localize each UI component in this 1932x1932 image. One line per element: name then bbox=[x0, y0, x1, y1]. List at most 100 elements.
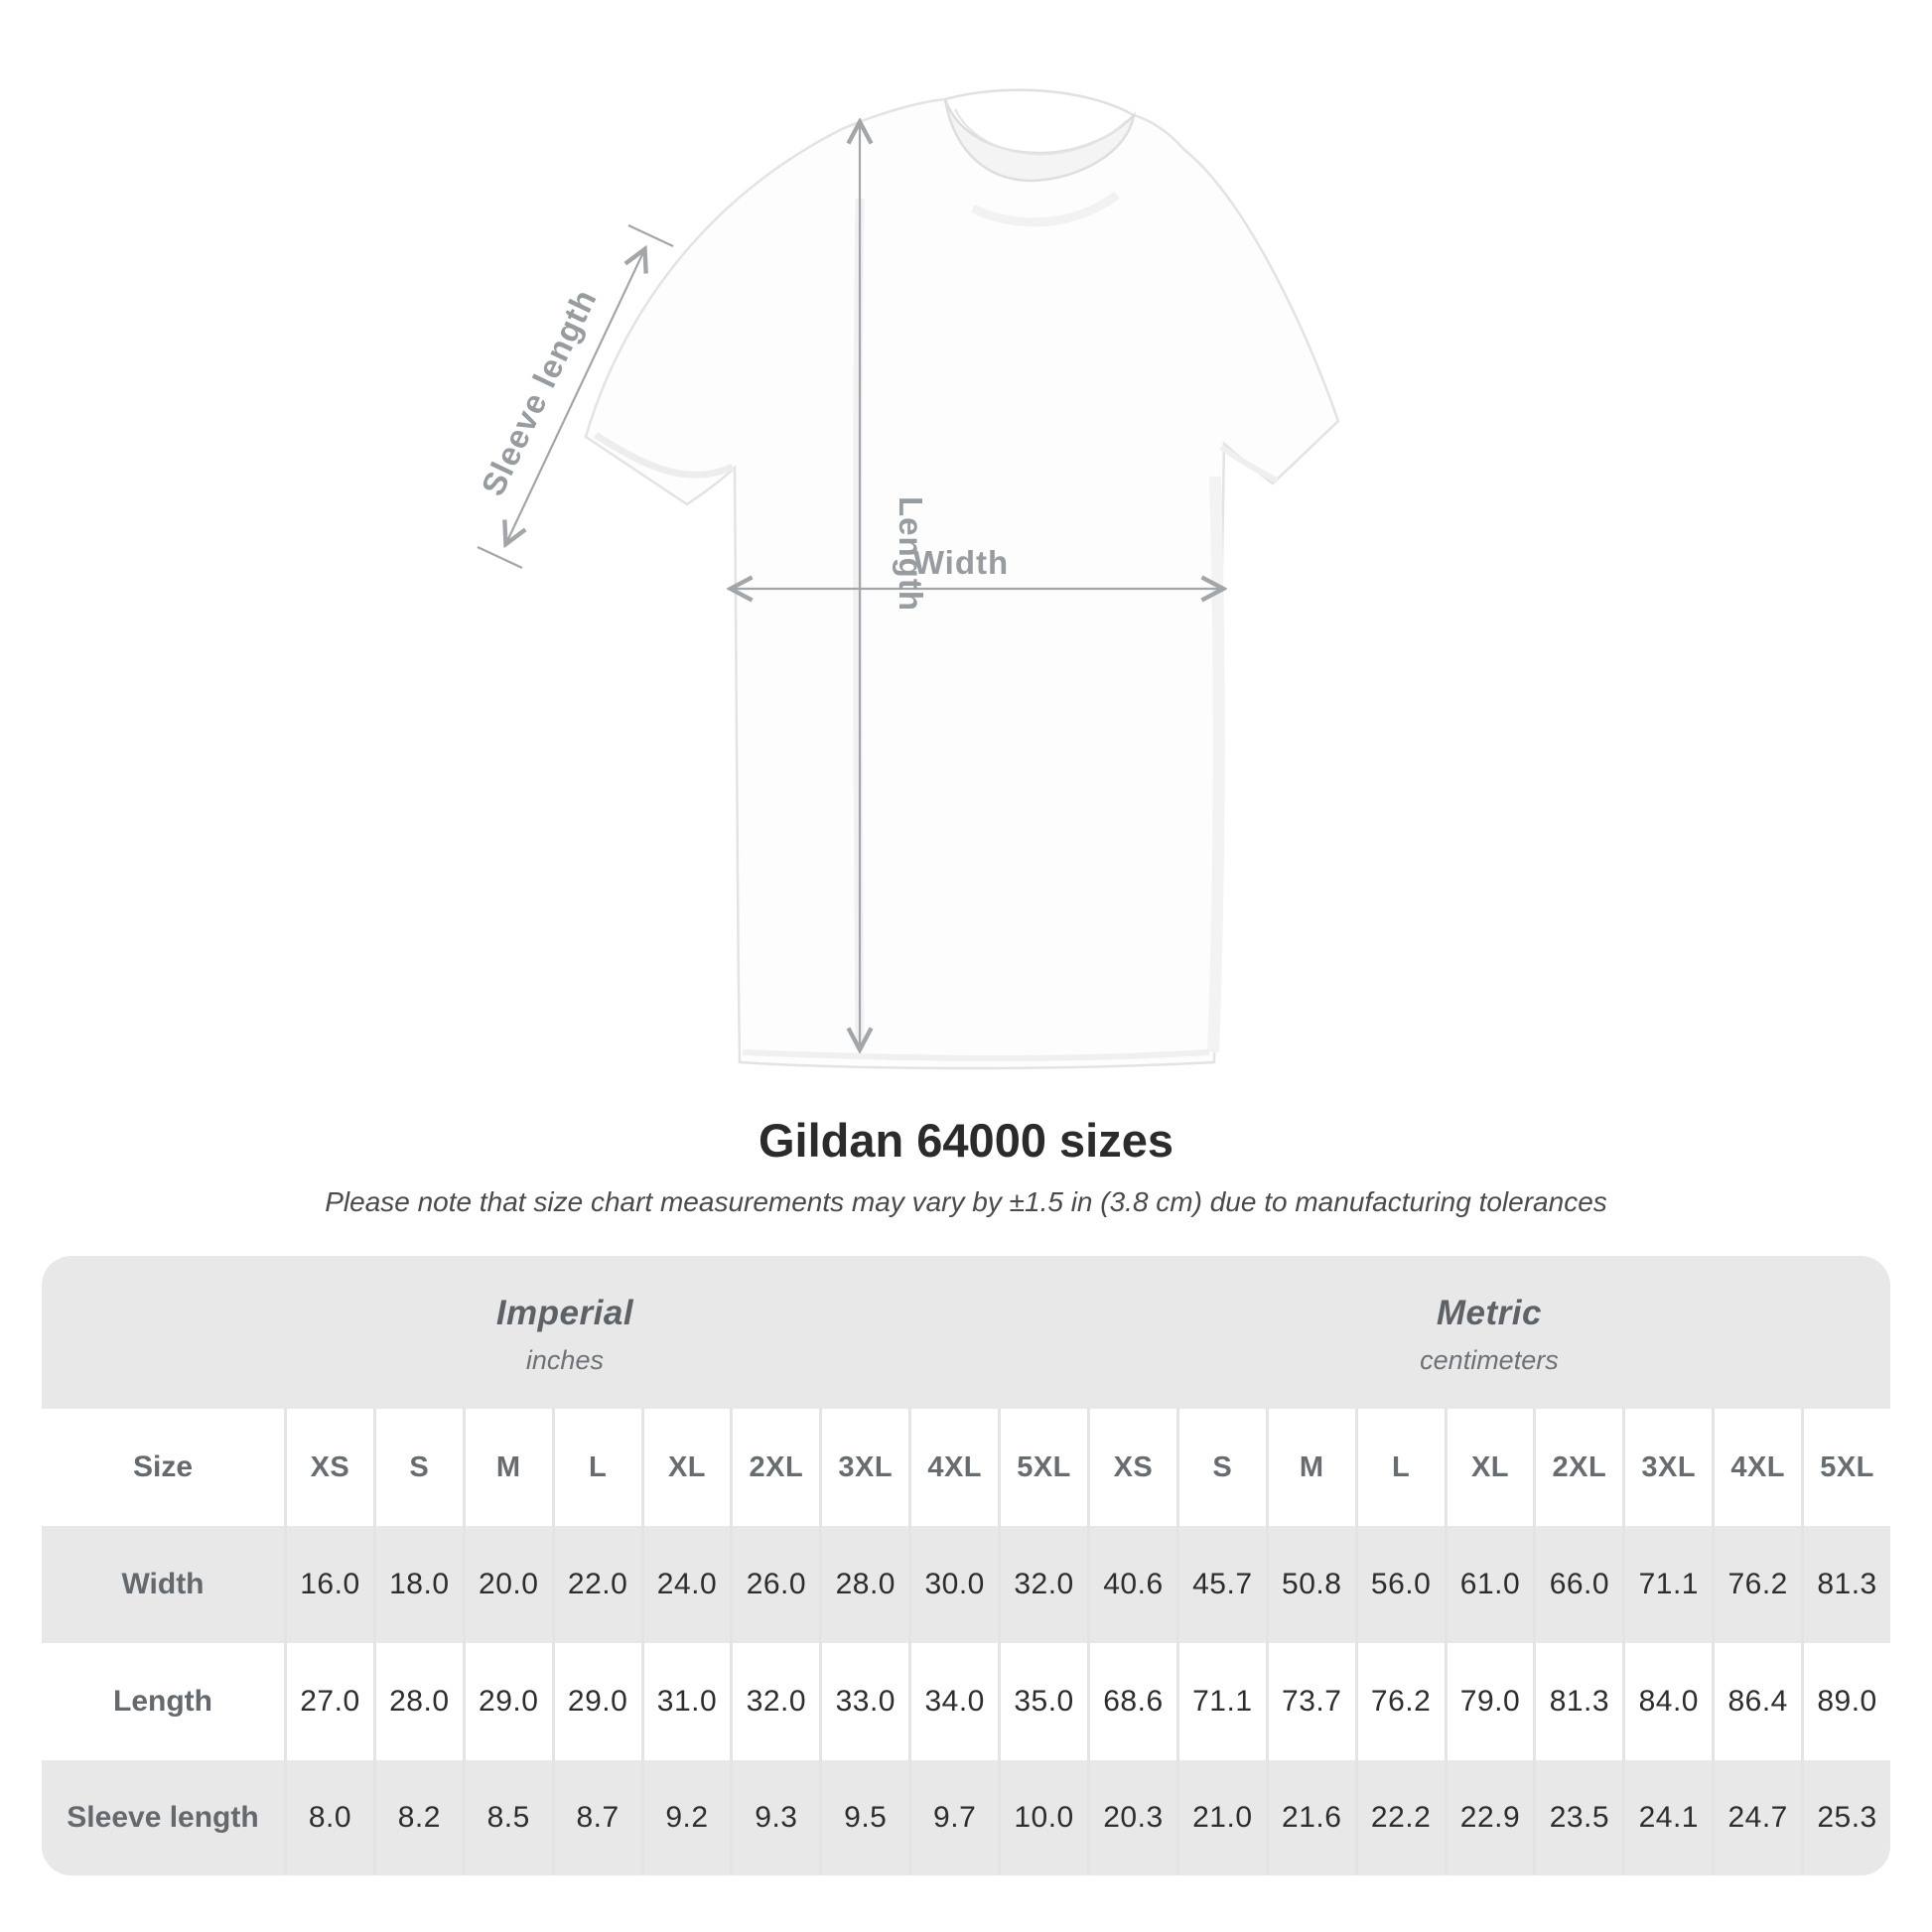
value-cell: 81.3 bbox=[1536, 1643, 1623, 1760]
value-cell: 71.1 bbox=[1178, 1643, 1266, 1760]
value-cell: 32.0 bbox=[733, 1643, 820, 1760]
collar-ribbing-line bbox=[954, 108, 1127, 156]
value-cell: 35.0 bbox=[1001, 1643, 1087, 1760]
value-cell: 18.0 bbox=[375, 1526, 463, 1643]
row-label: Sleeve length bbox=[42, 1760, 284, 1875]
value-cell: 28.0 bbox=[375, 1643, 463, 1760]
value-cell: 61.0 bbox=[1447, 1526, 1534, 1643]
value-cell: 9.5 bbox=[822, 1760, 909, 1875]
value-cell: 76.2 bbox=[1715, 1526, 1802, 1643]
size-col-header-metric-2xl: 2XL bbox=[1536, 1409, 1623, 1526]
value-cell: 22.0 bbox=[554, 1526, 641, 1643]
value-cell: 8.0 bbox=[287, 1760, 373, 1875]
right-cuff-shadow bbox=[1219, 444, 1279, 483]
value-cell: 10.0 bbox=[1001, 1760, 1087, 1875]
row-label: Length bbox=[42, 1643, 284, 1760]
size-col-header-metric-3xl: 3XL bbox=[1625, 1409, 1713, 1526]
sleeve-arrow-bottom-tick bbox=[477, 546, 523, 569]
width-label: Width bbox=[913, 544, 1009, 581]
value-cell: 33.0 bbox=[822, 1643, 909, 1760]
value-cell: 29.0 bbox=[554, 1643, 641, 1760]
value-cell: 45.7 bbox=[1178, 1526, 1266, 1643]
size-col-header-metric-xs: XS bbox=[1089, 1409, 1176, 1526]
value-cell: 21.0 bbox=[1178, 1760, 1266, 1875]
value-cell: 22.2 bbox=[1357, 1760, 1445, 1875]
value-cell: 21.6 bbox=[1268, 1760, 1355, 1875]
size-table: Imperial inches Metric centimeters Size X… bbox=[42, 1256, 1890, 1875]
sleeve-length-label: Sleeve length bbox=[474, 283, 604, 501]
metric-header: Metric centimeters bbox=[1088, 1256, 1890, 1409]
value-cell: 8.7 bbox=[554, 1760, 641, 1875]
sleeve-length-arrow bbox=[506, 250, 644, 543]
value-cell: 76.2 bbox=[1357, 1643, 1445, 1760]
value-cell: 9.3 bbox=[733, 1760, 820, 1875]
page-subtitle: Please note that size chart measurements… bbox=[325, 1186, 1607, 1217]
right-side-shadow bbox=[1207, 476, 1225, 1053]
size-col-header-metric-4xl: 4XL bbox=[1715, 1409, 1802, 1526]
size-col-header-metric-m: M bbox=[1268, 1409, 1355, 1526]
imperial-header: Imperial inches bbox=[42, 1256, 1088, 1409]
size-col-header-metric-xl: XL bbox=[1447, 1409, 1534, 1526]
value-cell: 24.7 bbox=[1715, 1760, 1802, 1875]
value-cell: 20.0 bbox=[465, 1526, 552, 1643]
value-cell: 84.0 bbox=[1625, 1643, 1713, 1760]
value-cell: 79.0 bbox=[1447, 1643, 1534, 1760]
value-cell: 29.0 bbox=[465, 1643, 552, 1760]
value-cell: 9.7 bbox=[911, 1760, 999, 1875]
value-cell: 24.0 bbox=[643, 1526, 731, 1643]
value-cell: 73.7 bbox=[1268, 1643, 1355, 1760]
imperial-header-title: Imperial bbox=[495, 1293, 634, 1332]
value-cell: 66.0 bbox=[1536, 1526, 1623, 1643]
value-cell: 26.0 bbox=[733, 1526, 820, 1643]
value-cell: 71.1 bbox=[1625, 1526, 1713, 1643]
value-cell: 22.9 bbox=[1447, 1760, 1534, 1875]
value-cell: 86.4 bbox=[1715, 1643, 1802, 1760]
value-cell: 32.0 bbox=[1001, 1526, 1087, 1643]
size-table-grid: Size XS S M L XL 2XL 3XL 4XL 5XL XS S M L XL 2XL 3XL 4XL 5… bbox=[42, 1409, 1890, 1875]
value-cell: 8.2 bbox=[375, 1760, 463, 1875]
row-label: Width bbox=[42, 1526, 284, 1643]
value-cell: 50.8 bbox=[1268, 1526, 1355, 1643]
value-cell: 34.0 bbox=[911, 1643, 999, 1760]
value-cell: 8.5 bbox=[465, 1760, 552, 1875]
size-col-header-imperial-m: M bbox=[465, 1409, 552, 1526]
size-col-header-metric-5xl: 5XL bbox=[1804, 1409, 1890, 1526]
size-col-header-imperial-3xl: 3XL bbox=[822, 1409, 909, 1526]
size-col-header-imperial-l: L bbox=[554, 1409, 641, 1526]
value-cell: 27.0 bbox=[287, 1643, 373, 1760]
value-cell: 24.1 bbox=[1625, 1760, 1713, 1875]
length-label: Length bbox=[893, 496, 929, 612]
value-cell: 16.0 bbox=[287, 1526, 373, 1643]
tshirt-measurement-figure: Sleeve length Length Width bbox=[474, 88, 1340, 1070]
size-col-header-imperial-2xl: 2XL bbox=[733, 1409, 820, 1526]
value-cell: 68.6 bbox=[1089, 1643, 1176, 1760]
value-cell: 25.3 bbox=[1804, 1760, 1890, 1875]
size-header-label: Size bbox=[42, 1409, 284, 1526]
value-cell: 28.0 bbox=[822, 1526, 909, 1643]
size-col-header-imperial-s: S bbox=[375, 1409, 463, 1526]
size-col-header-metric-l: L bbox=[1357, 1409, 1445, 1526]
value-cell: 20.3 bbox=[1089, 1760, 1176, 1875]
size-col-header-metric-s: S bbox=[1178, 1409, 1266, 1526]
metric-header-title: Metric bbox=[1436, 1293, 1542, 1332]
imperial-header-unit: inches bbox=[525, 1344, 604, 1375]
collar-back-line bbox=[944, 88, 1135, 117]
value-cell: 40.6 bbox=[1089, 1526, 1176, 1643]
value-cell: 9.2 bbox=[643, 1760, 731, 1875]
hem-shadow bbox=[742, 1049, 1210, 1061]
measurement-arrows bbox=[477, 123, 1222, 1048]
value-cell: 30.0 bbox=[911, 1526, 999, 1643]
value-cell: 31.0 bbox=[643, 1643, 731, 1760]
value-cell: 23.5 bbox=[1536, 1760, 1623, 1875]
value-cell: 56.0 bbox=[1357, 1526, 1445, 1643]
metric-header-unit: centimeters bbox=[1420, 1344, 1559, 1375]
sleeve-arrow-top-tick bbox=[627, 224, 674, 247]
size-col-header-imperial-xl: XL bbox=[643, 1409, 731, 1526]
size-col-header-imperial-4xl: 4XL bbox=[911, 1409, 999, 1526]
value-cell: 89.0 bbox=[1804, 1643, 1890, 1760]
value-cell: 81.3 bbox=[1804, 1526, 1890, 1643]
size-col-header-imperial-xs: XS bbox=[287, 1409, 373, 1526]
unit-header-band: Imperial inches Metric centimeters bbox=[42, 1256, 1890, 1409]
size-col-header-imperial-5xl: 5XL bbox=[1001, 1409, 1087, 1526]
page-title: Gildan 64000 sizes bbox=[758, 1114, 1174, 1167]
